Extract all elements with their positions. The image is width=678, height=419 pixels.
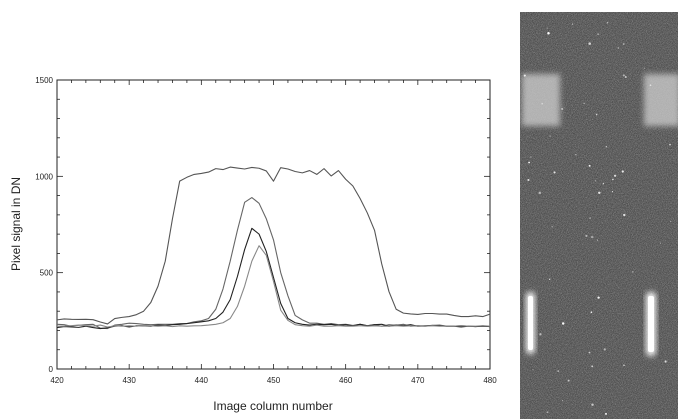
hot-pixel — [530, 156, 532, 158]
hot-pixel — [562, 399, 564, 401]
x-tick-label: 450 — [267, 376, 281, 385]
hot-pixel — [595, 180, 597, 182]
hot-pixel — [643, 67, 645, 69]
hot-pixel — [546, 411, 549, 414]
axis-ticks: 420 430 440 450 460 470 480 0 500 1000 1500 — [35, 76, 497, 385]
hot-pixel — [561, 107, 564, 110]
hot-pixel — [553, 171, 556, 174]
hot-pixel — [602, 183, 604, 185]
x-tick-label: 440 — [195, 376, 209, 385]
hot-pixel — [603, 348, 606, 351]
hot-pixel — [539, 333, 542, 336]
hot-pixel — [605, 146, 607, 148]
x-tick-label: 470 — [411, 376, 425, 385]
hot-pixel — [523, 74, 526, 77]
hot-pixel — [590, 311, 593, 313]
x-tick-label: 420 — [50, 376, 64, 385]
hot-pixel — [588, 351, 591, 354]
hot-pixel — [557, 370, 560, 372]
bright-patch-top-right — [644, 74, 678, 126]
hot-pixel — [669, 143, 671, 146]
series-line-1 — [56, 166, 491, 325]
bright-stripe-bottom-right-core — [648, 296, 654, 352]
line-chart: 420 430 440 450 460 470 480 0 500 1000 1500 Image … — [9, 76, 497, 413]
hot-pixel — [623, 213, 626, 217]
series-line-2 — [56, 196, 491, 330]
bright-stripe-bottom-left-core — [528, 296, 533, 350]
hot-pixel — [547, 32, 550, 35]
hot-pixel — [622, 74, 625, 77]
hot-pixel — [649, 84, 652, 86]
detector-noise — [520, 12, 678, 419]
hot-pixel — [538, 191, 542, 195]
y-tick-label: 1500 — [35, 76, 53, 85]
hot-pixel — [551, 225, 553, 228]
hot-pixel — [624, 76, 627, 78]
hot-pixel — [611, 191, 613, 193]
hot-pixel — [549, 278, 551, 280]
hot-pixel — [562, 322, 565, 325]
x-axis-label: Image column number — [213, 399, 332, 413]
hot-pixel — [621, 170, 624, 173]
hot-pixel — [590, 235, 594, 239]
hot-pixel — [585, 234, 588, 237]
hot-pixel — [591, 365, 594, 368]
y-tick-label: 1000 — [35, 172, 53, 181]
series-line-4 — [57, 245, 491, 328]
hot-pixel — [541, 102, 544, 105]
hot-pixel — [596, 239, 599, 241]
hot-pixel — [588, 42, 591, 45]
y-tick-label: 0 — [49, 365, 54, 374]
hot-pixel — [664, 360, 667, 363]
hot-pixels — [523, 22, 672, 415]
hot-pixel — [598, 191, 601, 195]
hot-pixel — [527, 178, 530, 182]
hot-pixel — [575, 154, 577, 156]
hot-pixel — [588, 164, 591, 167]
bright-patch-top-left — [522, 74, 560, 126]
hot-pixel — [595, 113, 598, 116]
hot-pixel — [632, 271, 634, 273]
hot-pixel — [589, 217, 591, 219]
hot-pixel — [567, 379, 570, 382]
hot-pixel — [617, 47, 620, 49]
hot-pixel — [591, 403, 594, 406]
hot-pixel — [597, 33, 599, 35]
hot-pixel — [612, 178, 614, 181]
hot-pixel — [546, 27, 548, 29]
hot-pixel — [670, 220, 672, 222]
hot-pixel — [583, 102, 586, 105]
hot-pixel — [659, 242, 662, 244]
hot-pixel — [613, 174, 617, 177]
y-axis-label: Pixel signal in DN — [9, 177, 23, 271]
y-tick-label: 500 — [40, 269, 54, 278]
hot-pixel — [606, 22, 609, 24]
hot-pixel — [528, 161, 530, 164]
hot-pixel — [532, 369, 534, 371]
hot-pixel — [597, 296, 600, 299]
hot-pixel — [549, 135, 551, 137]
detector-frame-image — [520, 12, 678, 419]
x-tick-label: 430 — [122, 376, 136, 385]
x-tick-label: 460 — [339, 376, 353, 385]
hot-pixel — [622, 43, 625, 45]
hot-pixel — [604, 412, 608, 415]
x-tick-label: 480 — [483, 376, 497, 385]
hot-pixel — [623, 364, 625, 366]
hot-pixel — [572, 23, 574, 25]
series-layer — [56, 166, 491, 330]
